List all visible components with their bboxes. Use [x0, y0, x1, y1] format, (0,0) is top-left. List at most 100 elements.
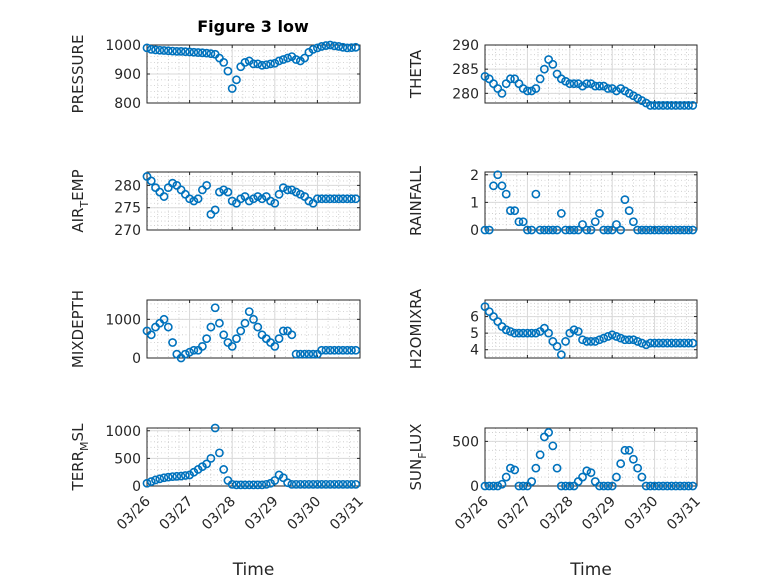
data-point: [232, 334, 241, 344]
data-point: [274, 56, 284, 66]
data-point: [287, 479, 297, 489]
data-point: [342, 194, 352, 204]
data-point: [308, 44, 318, 54]
data-point: [151, 475, 160, 485]
data-point: [595, 81, 604, 91]
data-point: [168, 472, 177, 482]
data-point: [215, 448, 224, 458]
data-point: [688, 101, 698, 110]
data-point: [334, 345, 344, 355]
data-point: [176, 46, 186, 56]
data-point: [603, 481, 613, 491]
data-point: [240, 480, 250, 490]
data-point: [215, 187, 224, 197]
data-point: [240, 318, 250, 328]
data-point: [662, 481, 672, 491]
data-point: [325, 479, 335, 489]
data-point: [278, 183, 288, 193]
data-point: [219, 465, 229, 474]
data-point: [338, 345, 348, 355]
data-point: [582, 337, 592, 346]
data-point: [249, 59, 258, 69]
data-point: [578, 81, 587, 91]
data-point: [321, 479, 331, 489]
data-point: [565, 79, 575, 89]
data-point: [347, 345, 356, 355]
data-point: [658, 338, 668, 348]
data-point: [197, 341, 207, 351]
data-point: [480, 72, 490, 81]
data-point: [330, 479, 339, 489]
data-point: [146, 176, 156, 186]
data-point: [637, 472, 647, 482]
data-point: [667, 481, 676, 491]
data-point: [506, 74, 515, 84]
data-point: [347, 43, 356, 53]
data-point: [489, 312, 498, 321]
data-point: [489, 181, 498, 191]
data-point: [202, 334, 212, 344]
data-point: [270, 58, 280, 68]
data-point: [641, 225, 651, 235]
data-point: [330, 41, 339, 51]
data-point: [501, 325, 511, 335]
data-point: [607, 84, 617, 93]
y-tick-label: 275: [114, 201, 141, 217]
x-tick-label: 03/30: [622, 494, 662, 534]
data-point: [206, 49, 216, 59]
data-point: [172, 46, 182, 56]
data-point: [599, 333, 609, 343]
data-point: [650, 338, 659, 348]
data-point: [556, 209, 566, 218]
y-tick-label: 900: [114, 67, 141, 83]
subplot-left-row-1: 800 900 1000 PRESSURE: [69, 35, 361, 113]
x-tick-label: 03/28: [199, 494, 239, 534]
data-point: [624, 206, 634, 216]
data-point: [244, 480, 254, 490]
data-point: [654, 481, 664, 491]
x-tick-label: 03/26: [114, 493, 154, 533]
data-point: [510, 328, 520, 338]
data-point: [531, 328, 541, 338]
x-tick-label: 03/31: [664, 494, 704, 534]
y-tick-label: 1: [470, 195, 479, 211]
data-point: [155, 474, 165, 484]
data-point: [531, 463, 541, 473]
data-point: [338, 42, 348, 52]
data-point: [497, 479, 507, 489]
y-axis-label: THETA: [407, 49, 425, 99]
data-point: [159, 473, 169, 483]
y-tick-label: 6: [470, 310, 479, 326]
data-point: [351, 42, 361, 52]
data-point: [308, 349, 318, 359]
data-point: [261, 479, 271, 489]
data-point: [325, 345, 335, 355]
data-point: [544, 55, 553, 64]
subplot-left-row-3: 0 1000 MIXDEPTH: [69, 290, 361, 368]
data-point: [266, 196, 275, 206]
data-point: [295, 479, 305, 489]
data-point: [620, 195, 630, 205]
x-tick-label: 03/27: [494, 494, 534, 534]
subplot-right-row-1: 280 285 290 THETA: [407, 38, 698, 110]
data-point: [671, 225, 681, 235]
data-point: [586, 468, 596, 478]
axes-frame: [484, 299, 698, 359]
data-point: [261, 60, 271, 70]
data-point: [514, 481, 524, 491]
data-point: [675, 481, 685, 491]
data-point: [548, 225, 558, 235]
data-point: [595, 481, 604, 491]
data-point: [202, 48, 212, 58]
data-point: [552, 69, 562, 79]
data-point: [637, 338, 647, 348]
data-point: [654, 225, 664, 235]
data-point: [185, 47, 194, 57]
data-point: [317, 42, 327, 51]
data-point: [645, 225, 655, 235]
data-point: [527, 86, 537, 96]
data-point: [561, 225, 570, 235]
data-point: [624, 335, 634, 345]
data-point: [291, 55, 301, 64]
data-point: [684, 338, 693, 348]
